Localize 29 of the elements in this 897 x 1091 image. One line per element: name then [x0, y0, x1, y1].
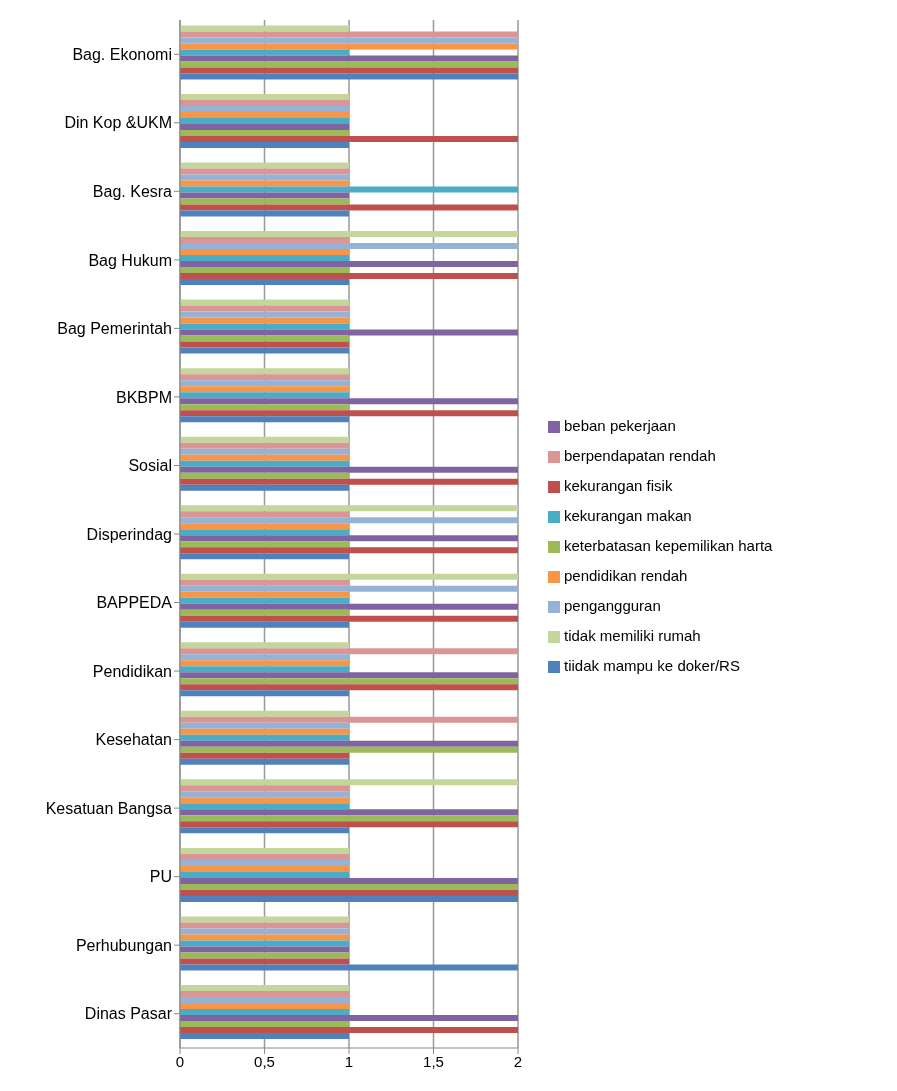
y-tick-label: Disperindag — [86, 525, 172, 543]
y-tick-label: PU — [149, 868, 172, 886]
y-tick-label: BKBPM — [115, 388, 172, 406]
y-tick-label: Bag. Ekonomi — [72, 45, 172, 63]
y-tick-label: Perhubungan — [75, 936, 172, 954]
legend-label: tidak memiliki rumah — [564, 626, 701, 644]
legend-label: kekurangan makan — [564, 506, 692, 524]
y-tick-label: Kesatuan Bangsa — [45, 799, 173, 817]
y-tick-label: Dinas Pasar — [84, 1005, 173, 1023]
x-tick-label: 1,5 — [423, 1052, 444, 1070]
y-tick-label: Bag Pemerintah — [57, 320, 172, 338]
legend-label: beban pekerjaan — [564, 416, 676, 434]
legend-label: berpendapatan rendah — [564, 446, 716, 464]
y-tick-label: Bag Hukum — [88, 251, 172, 269]
y-tick-label: Kesehatan — [95, 731, 172, 749]
y-tick-label: Pendidikan — [92, 662, 172, 680]
y-tick-label: Bag. Kesra — [92, 183, 173, 201]
y-tick-label: Sosial — [128, 457, 172, 475]
legend-label: pendidikan rendah — [564, 566, 688, 584]
x-tick-label: 0 — [175, 1052, 185, 1070]
y-tick-label: BAPPEDA — [96, 594, 173, 612]
legend-label: kekurangan fisik — [564, 476, 673, 494]
legend-label: pengangguran — [564, 596, 661, 614]
x-tick-label: 1 — [344, 1052, 354, 1070]
legend-label: tiidak mampu ke doker/RS — [564, 656, 740, 674]
x-tick-label: 2 — [513, 1052, 523, 1070]
x-tick-label: 0,5 — [254, 1052, 275, 1070]
y-tick-label: Din Kop &UKM — [64, 114, 172, 132]
legend-label: keterbatasan kepemilikan harta — [564, 536, 773, 554]
